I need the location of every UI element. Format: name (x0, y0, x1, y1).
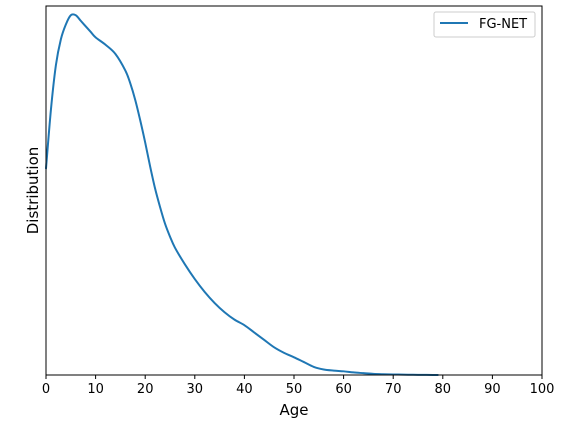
x-tick-label: 70 (385, 382, 402, 397)
x-tick-label: 30 (187, 382, 204, 397)
x-tick-label: 10 (87, 382, 104, 397)
x-axis-ticks: 0 10 20 30 40 50 60 70 80 90 100 (42, 375, 555, 397)
x-tick-label: 50 (286, 382, 303, 397)
x-tick-label: 0 (42, 382, 50, 397)
legend-box (433, 11, 536, 38)
x-tick-label: 80 (435, 382, 452, 397)
x-tick-label: 40 (236, 382, 253, 397)
x-tick-label: 90 (484, 382, 501, 397)
y-axis-label: Distribution (24, 147, 42, 235)
legend: FG-NET (433, 11, 536, 38)
x-tick-label: 20 (137, 382, 154, 397)
plot-area (45, 13, 439, 376)
legend-entry-fg-net: FG-NET (479, 17, 527, 32)
x-axis-label: Age (279, 401, 308, 419)
series-line-fg-net (45, 13, 439, 376)
x-tick-label: 100 (530, 382, 555, 397)
x-tick-label: 60 (335, 382, 352, 397)
